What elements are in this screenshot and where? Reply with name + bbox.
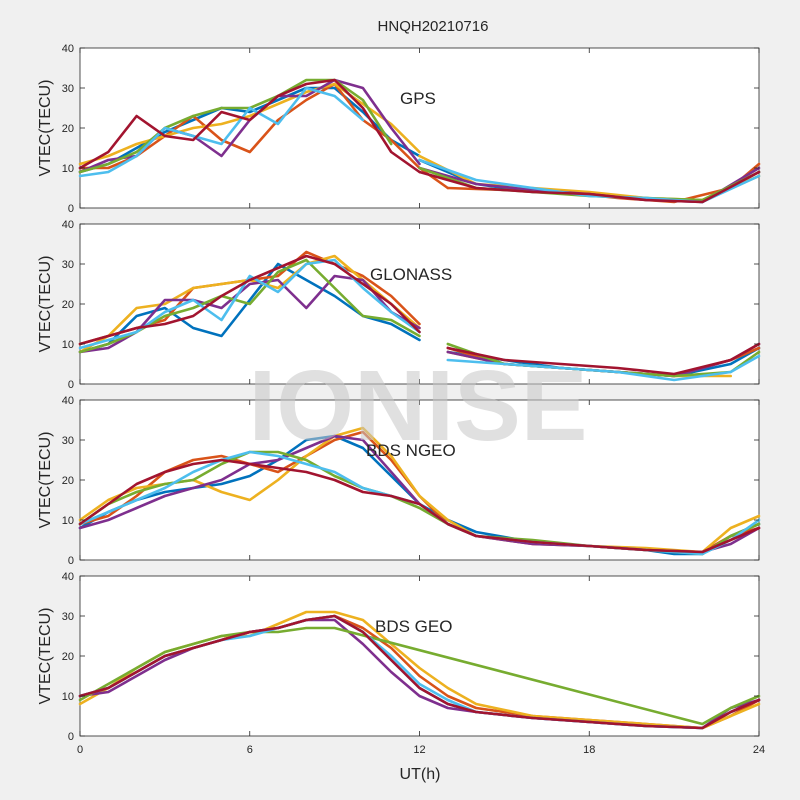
series-line-13: [78, 78, 421, 174]
panel-label: BDS NGEO: [366, 441, 456, 460]
series-line-7: [78, 458, 761, 554]
y-tick-label: 10: [62, 163, 74, 175]
panel-bds-geo: 0 10 20 30 40 0 6 12 18 24 VTEC(TECU) BDS GEO: [37, 571, 765, 756]
y-tick-label: 40: [62, 43, 74, 55]
axes-frame: [79, 223, 760, 385]
x-tick-label: 18: [583, 744, 595, 756]
y-tick-label: 30: [62, 611, 74, 623]
series-line-5: [78, 82, 421, 166]
figure-title: HNQH20210716: [378, 18, 489, 35]
x-axis-label: UT(h): [400, 766, 441, 783]
series-line-14: [418, 170, 761, 204]
panel-label: BDS GEO: [375, 617, 452, 636]
y-tick-label: 20: [62, 651, 74, 663]
y-tick-label: 10: [62, 515, 74, 527]
y-axis-label: VTEC(TECU): [37, 80, 54, 177]
panel-label: GPS: [400, 89, 436, 108]
y-tick-label: 30: [62, 259, 74, 271]
y-tick-label: 0: [68, 379, 74, 391]
y-tick-label: 40: [62, 395, 74, 407]
x-tick-label: 12: [413, 744, 425, 756]
panel-glonass: 0 10 20 30 40 VTEC(TECU) GLONASS: [37, 219, 761, 391]
x-tick-label: 24: [753, 744, 765, 756]
y-axis-label: VTEC(TECU): [37, 608, 54, 705]
watermark-text: IONISE: [249, 350, 588, 462]
axes-frame: [79, 47, 760, 209]
panel-bds-ngeo: 0 10 20 30 40 VTEC(TECU) BDS NGEO: [37, 395, 761, 567]
series-line-12: [446, 354, 761, 382]
series-line-11: [78, 86, 365, 178]
series-line-7: [78, 614, 761, 730]
x-tick-label: 0: [77, 744, 83, 756]
y-tick-label: 0: [68, 555, 74, 567]
y-tick-label: 10: [62, 339, 74, 351]
y-tick-label: 30: [62, 435, 74, 447]
series-line-13: [78, 254, 421, 346]
y-tick-label: 20: [62, 123, 74, 135]
y-tick-label: 0: [68, 203, 74, 215]
y-tick-label: 30: [62, 83, 74, 95]
series-line-11: [78, 258, 421, 350]
panels: 0 10 20 30 40 VTEC(TECU) GPS 0 10 20 30 40 VTEC(TECU…: [37, 43, 765, 756]
y-tick-label: 40: [62, 219, 74, 231]
y-tick-label: 20: [62, 475, 74, 487]
panel-label: GLONASS: [370, 265, 452, 284]
panel-gps: 0 10 20 30 40 VTEC(TECU) GPS: [37, 43, 761, 215]
series-line-1: [78, 86, 421, 174]
series-line-14: [446, 342, 761, 376]
y-tick-label: 40: [62, 571, 74, 583]
y-tick-label: 20: [62, 299, 74, 311]
x-tick-label: 6: [247, 744, 253, 756]
y-axis-label: VTEC(TECU): [37, 432, 54, 529]
y-tick-label: 0: [68, 731, 74, 743]
y-tick-label: 10: [62, 691, 74, 703]
y-axis-label: VTEC(TECU): [37, 256, 54, 353]
